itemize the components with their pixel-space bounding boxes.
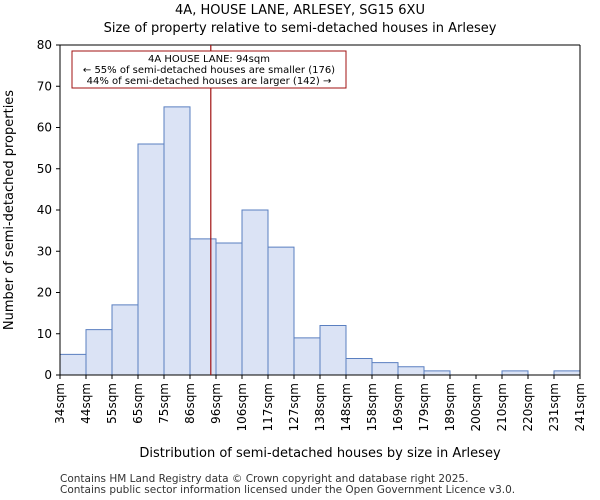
bar-117sqm — [267, 246, 295, 376]
y-tick-label-30: 30 — [37, 244, 52, 258]
x-tick-label-65sqm: 65sqm — [131, 383, 145, 424]
x-tick-label-86sqm: 86sqm — [183, 383, 197, 424]
x-tick-label-106sqm: 106sqm — [235, 383, 249, 431]
x-tick-label-189sqm: 189sqm — [443, 383, 457, 431]
x-tick-label-169sqm: 169sqm — [391, 383, 405, 431]
y-tick-label-0: 0 — [44, 368, 52, 382]
annotation-box — [71, 50, 347, 89]
bar-231sqm — [553, 370, 581, 376]
x-tick-label-138sqm: 138sqm — [313, 383, 327, 431]
x-tick-label-220sqm: 220sqm — [521, 383, 535, 431]
bar-44sqm — [85, 329, 113, 376]
annotation-title: 4A HOUSE LANE: 94sqm — [148, 54, 270, 65]
bar-86sqm — [189, 238, 217, 376]
x-tick-label-96sqm: 96sqm — [209, 383, 223, 424]
annotation-smaller: ← 55% of semi-detached houses are smalle… — [83, 65, 335, 76]
bar-138sqm — [319, 325, 347, 376]
x-tick-label-241sqm: 241sqm — [573, 383, 587, 431]
y-tick-label-40: 40 — [37, 203, 52, 217]
y-tick-label-60: 60 — [37, 121, 52, 135]
y-tick-label-50: 50 — [37, 162, 52, 176]
bar-106sqm — [241, 209, 269, 376]
footer-copyright: Contains HM Land Registry data © Crown c… — [60, 473, 469, 485]
x-tick-label-75sqm: 75sqm — [157, 383, 171, 424]
y-tick-label-70: 70 — [37, 79, 52, 93]
bar-158sqm — [371, 362, 399, 376]
bar-169sqm — [397, 366, 425, 376]
x-tick-label-55sqm: 55sqm — [105, 383, 119, 424]
y-tick-label-80: 80 — [37, 38, 52, 52]
bar-75sqm — [163, 106, 191, 376]
x-tick-label-148sqm: 148sqm — [339, 383, 353, 431]
x-tick-label-210sqm: 210sqm — [495, 383, 509, 431]
y-tick-label-20: 20 — [37, 286, 52, 300]
y-axis-title: Number of semi-detached properties — [2, 90, 17, 330]
annotation-larger: 44% of semi-detached houses are larger (… — [87, 76, 332, 87]
footer-licence: Contains public sector information licen… — [60, 484, 516, 496]
x-tick-label-231sqm: 231sqm — [547, 383, 561, 431]
x-tick-label-117sqm: 117sqm — [261, 383, 275, 431]
bar-179sqm — [423, 370, 451, 376]
bar-148sqm — [345, 358, 373, 376]
chart-title: 4A, HOUSE LANE, ARLESEY, SG15 6XU — [175, 3, 425, 18]
bar-34sqm — [59, 353, 87, 376]
y-tick-label-10: 10 — [37, 327, 52, 341]
chart-subtitle: Size of property relative to semi-detach… — [103, 21, 497, 36]
x-tick-label-34sqm: 34sqm — [53, 383, 67, 424]
bar-210sqm — [501, 370, 529, 376]
bar-127sqm — [293, 337, 321, 376]
bar-65sqm — [137, 143, 165, 376]
x-tick-label-127sqm: 127sqm — [287, 383, 301, 431]
bar-55sqm — [111, 304, 139, 376]
chart-area: 0 10 20 30 40 50 60 70 80 34sqm 44sqm 55sqm 65sqm 75s… — [2, 38, 587, 461]
bar-96sqm — [215, 242, 243, 376]
x-tick-label-200sqm: 200sqm — [469, 383, 483, 431]
x-tick-label-44sqm: 44sqm — [79, 383, 93, 424]
x-tick-label-179sqm: 179sqm — [417, 383, 431, 431]
x-axis-title: Distribution of semi-detached houses by … — [139, 446, 501, 461]
x-tick-label-158sqm: 158sqm — [365, 383, 379, 431]
